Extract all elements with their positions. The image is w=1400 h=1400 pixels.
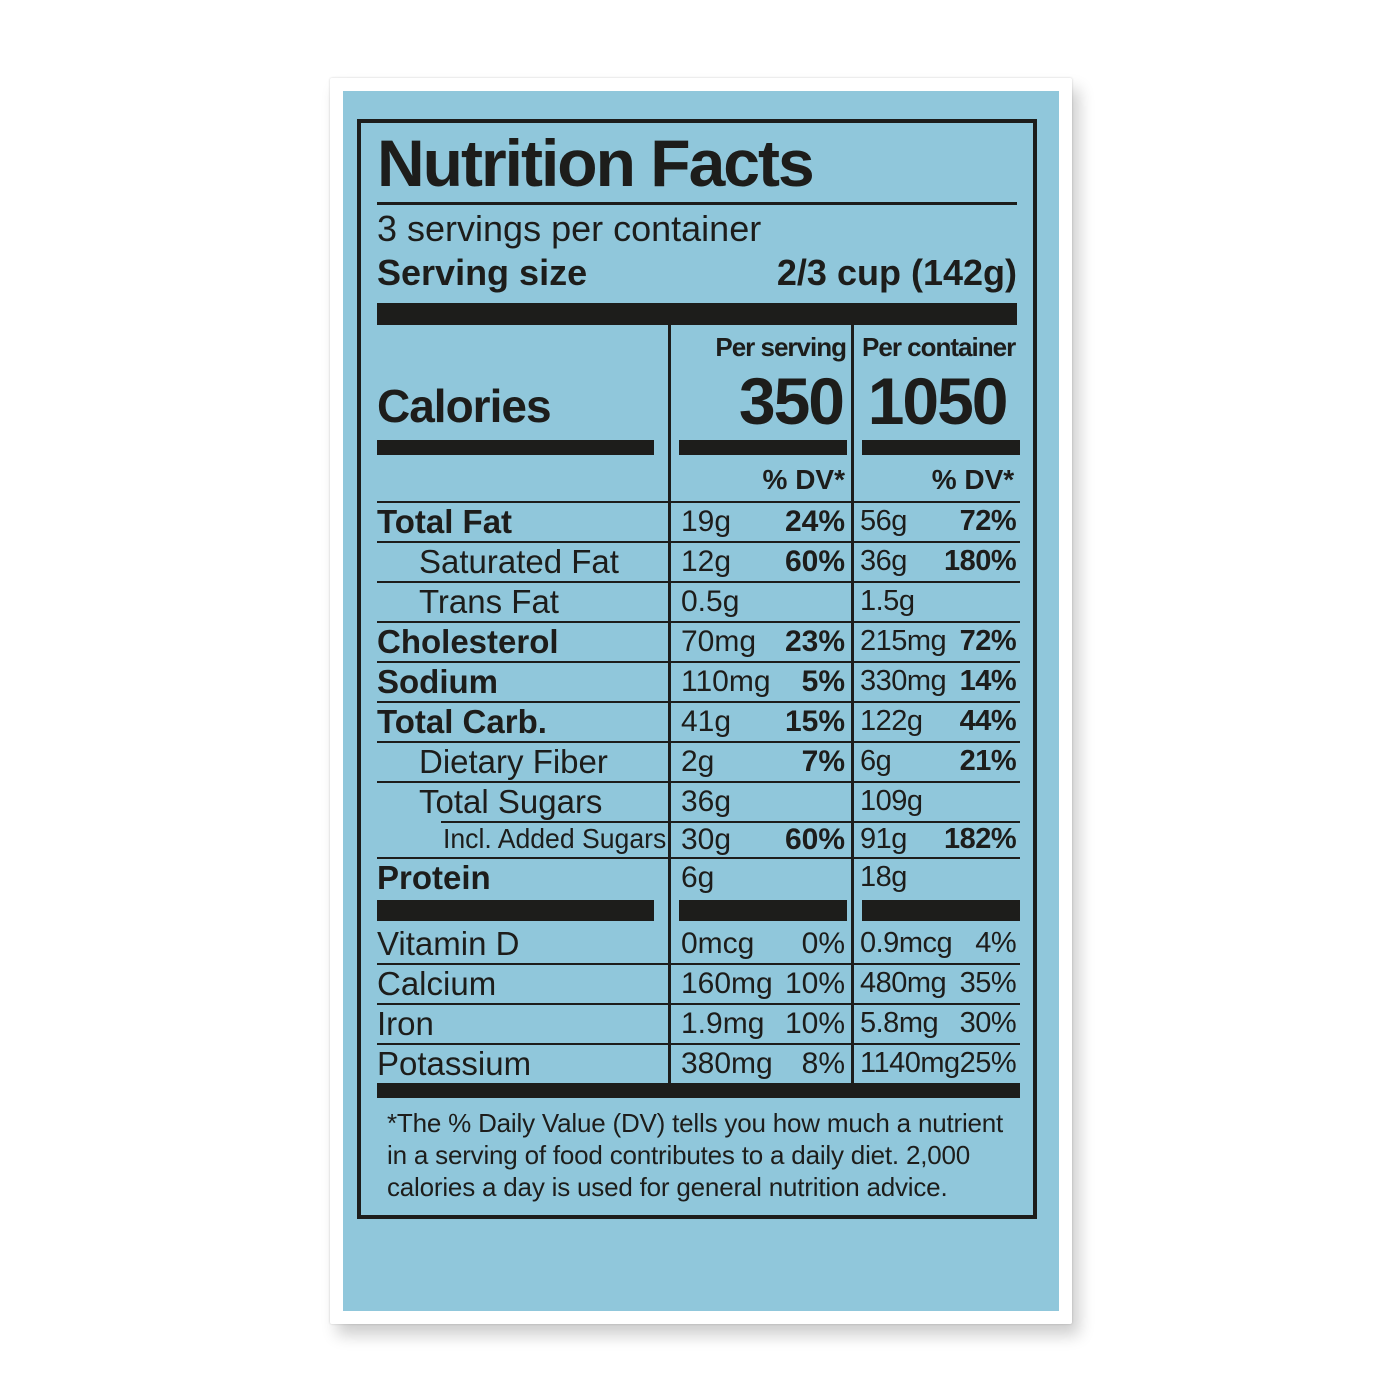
servings-per-container: 3 servings per container bbox=[377, 207, 762, 249]
section-bar-middle bbox=[668, 896, 851, 925]
calories-label: Calories bbox=[377, 379, 552, 432]
value-per-serving: 110mg 5% bbox=[668, 660, 851, 701]
value-per-serving: 2g 7% bbox=[668, 740, 851, 781]
value-per-serving: 1.9mg 10% bbox=[668, 1002, 851, 1043]
value-per-serving: 36g bbox=[668, 780, 851, 821]
dv-header-per-serving: % DV* bbox=[668, 458, 851, 501]
dv-header-per-container: % DV* bbox=[851, 458, 1020, 501]
per-serving-header: Per serving bbox=[668, 324, 851, 365]
value-per-container: 480mg 35% bbox=[851, 962, 1021, 1003]
value-per-container: 91g 182% bbox=[851, 820, 1021, 857]
value-per-serving: 380mg 8% bbox=[668, 1042, 851, 1083]
nutrition-facts-panel: Nutrition Facts 3 servings per container… bbox=[357, 119, 1037, 1219]
value-per-container: 122g 44% bbox=[851, 700, 1021, 741]
section-bar-left bbox=[377, 897, 668, 925]
value-per-serving: 0mcg 0% bbox=[668, 924, 851, 963]
value-per-serving: 6g bbox=[668, 856, 851, 897]
value-per-container: 330mg 14% bbox=[851, 660, 1021, 701]
value-per-serving: 41g 15% bbox=[668, 700, 851, 741]
calories-per-container: 1050 bbox=[851, 364, 1020, 438]
nutrition-facts-sticker: Nutrition Facts 3 servings per container… bbox=[330, 78, 1072, 1324]
label-title: Nutrition Facts bbox=[377, 126, 815, 200]
value-per-container: 0.9mcg 4% bbox=[851, 924, 1020, 963]
column-header-spacer bbox=[377, 325, 668, 365]
value-per-serving: 0.5g bbox=[668, 580, 851, 621]
value-per-serving: 70mg 23% bbox=[668, 620, 851, 661]
calories-per-serving: 350 bbox=[668, 364, 851, 438]
value-per-serving: 160mg 10% bbox=[668, 962, 851, 1003]
value-per-container: 1140mg 25% bbox=[851, 1042, 1021, 1083]
value-per-serving: 30g 60% bbox=[668, 820, 851, 857]
value-per-container: 5.8mg 30% bbox=[851, 1002, 1021, 1043]
value-per-serving: 12g 60% bbox=[668, 540, 851, 581]
serving-size-label: Serving size bbox=[377, 251, 588, 293]
value-per-container: 18g bbox=[851, 856, 1021, 897]
value-per-container: 56g 72% bbox=[851, 500, 1021, 541]
nutrition-table: Per serving Per container Calories 350 1… bbox=[377, 324, 1021, 1098]
serving-size-value: 2/3 cup (142g) bbox=[776, 251, 1017, 293]
calories-underbar-middle bbox=[668, 436, 851, 459]
serving-size-row: Serving size 2/3 cup (142g) bbox=[377, 251, 1017, 295]
footnote-line: calories a day is used for general nutri… bbox=[387, 1171, 948, 1202]
header-thick-bar bbox=[377, 302, 1017, 325]
per-container-header: Per container bbox=[851, 324, 1020, 365]
calories-underbar-left bbox=[377, 437, 668, 459]
value-per-container: 1.5g bbox=[851, 580, 1021, 621]
title-rule bbox=[377, 201, 1017, 205]
dv-header-spacer bbox=[377, 459, 668, 501]
value-per-container: 109g bbox=[851, 780, 1021, 821]
dv-footnote: *The % Daily Value (DV) tells you how mu… bbox=[377, 1098, 1017, 1203]
value-per-container: 6g 21% bbox=[851, 740, 1021, 781]
calories-underbar-right bbox=[851, 436, 1021, 459]
footnote-bar bbox=[377, 1082, 1021, 1098]
value-per-serving: 19g 24% bbox=[668, 500, 851, 541]
footnote-line: in a serving of food contributes to a da… bbox=[387, 1139, 971, 1170]
section-bar-right bbox=[851, 896, 1021, 925]
value-per-container: 36g 180% bbox=[851, 540, 1021, 581]
value-per-container: 215mg 72% bbox=[851, 620, 1021, 661]
footnote-line: *The % Daily Value (DV) tells you how mu… bbox=[387, 1107, 1004, 1138]
label-blue-area: Nutrition Facts 3 servings per container… bbox=[343, 91, 1059, 1311]
